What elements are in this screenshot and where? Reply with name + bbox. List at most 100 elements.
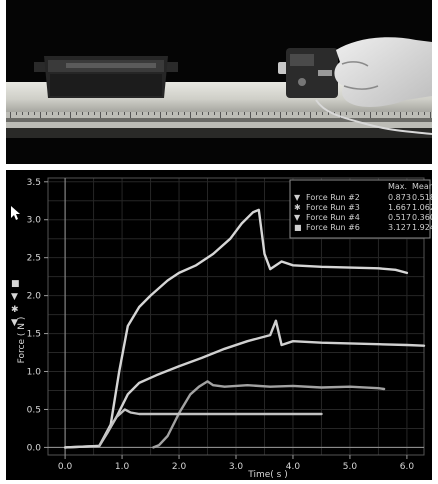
data-point <box>206 380 209 383</box>
ruler-tick <box>172 112 173 115</box>
x-tick-label: 4.0 <box>286 462 301 472</box>
y-tick-label: 3.5 <box>27 178 41 188</box>
data-point <box>292 385 294 387</box>
legend-max-value: 3.127 <box>388 223 411 232</box>
track-ruler <box>10 112 431 118</box>
ruler-tick <box>406 112 407 115</box>
legend-mean-value: 1.062 <box>412 203 432 212</box>
ruler-tick <box>202 112 203 115</box>
ruler-tick <box>118 112 119 115</box>
ruler-tick <box>412 112 413 115</box>
legend-series-name[interactable]: Force Run #3 <box>306 203 360 212</box>
legend-mean-value: 1.924 <box>412 223 432 232</box>
ruler-tick <box>262 112 263 115</box>
ruler-tick <box>322 112 323 115</box>
data-point <box>138 306 141 308</box>
ruler-tick <box>358 112 359 115</box>
data-point <box>189 393 192 396</box>
ruler-tick <box>22 112 23 115</box>
legend-mean-value: 0.518 <box>412 193 432 202</box>
data-point <box>292 413 294 415</box>
data-point <box>212 384 215 387</box>
data-point <box>269 334 272 336</box>
side-marker-icon: ▼ <box>11 318 18 328</box>
data-point <box>383 388 386 390</box>
data-point <box>138 382 141 384</box>
ruler-tick <box>34 112 35 115</box>
legend-series-name[interactable]: Force Run #6 <box>306 223 360 232</box>
data-point <box>320 341 323 344</box>
legend-series-name[interactable]: Force Run #4 <box>306 213 360 222</box>
ruler-tick <box>256 112 257 115</box>
data-point <box>152 446 155 449</box>
ruler-tick <box>184 112 185 115</box>
data-point <box>235 413 237 415</box>
legend-marker-icon: ■ <box>294 223 302 232</box>
data-point <box>178 413 180 415</box>
ruler-tick <box>370 112 371 118</box>
legend-max-value: 0.517 <box>388 213 411 222</box>
force-sensor <box>278 48 338 98</box>
legend-header: Max. <box>388 182 407 191</box>
data-point <box>349 342 351 345</box>
hand <box>334 37 432 107</box>
series-marker-stack: ▼ ✱ ▼ ■ <box>11 279 20 328</box>
grid <box>48 178 424 455</box>
data-point <box>166 435 169 437</box>
ruler-tick <box>232 112 233 115</box>
data-point <box>200 356 203 359</box>
y-tick-label: 2.5 <box>27 254 41 264</box>
ruler-tick <box>112 112 113 115</box>
data-point <box>166 279 169 282</box>
data-point <box>349 385 351 388</box>
dynamics-cart <box>34 56 178 98</box>
side-marker-icon: ✱ <box>11 305 19 315</box>
data-point <box>320 386 323 389</box>
data-point <box>126 393 129 396</box>
data-point <box>64 446 66 449</box>
ruler-tick <box>280 112 281 118</box>
legend-marker-icon: ▼ <box>294 213 301 222</box>
data-point <box>246 384 249 387</box>
ruler-tick <box>316 112 317 115</box>
data-point <box>149 413 152 415</box>
data-point <box>223 385 226 388</box>
ruler-tick <box>328 112 329 115</box>
legend-marker-icon: ✱ <box>294 203 301 212</box>
series-layer <box>63 208 426 449</box>
data-point <box>292 340 294 343</box>
legend-header: Mean <box>412 182 432 191</box>
chart-canvas: 0.0 1.0 2.0 3.0 4.0 5.0 6.0 0.0 0.5 1.0 1.5 2.0 2.5 3… <box>11 177 432 480</box>
ruler-tick <box>298 112 299 115</box>
ruler-tick <box>274 112 275 115</box>
legend-series-name[interactable]: Force Run #2 <box>306 193 360 202</box>
series-line-force-run-4 <box>98 408 323 448</box>
ruler-tick <box>94 112 95 115</box>
ruler-tick <box>130 112 131 118</box>
ruler-tick <box>82 112 83 115</box>
experiment-photo-graphic <box>6 37 432 138</box>
x-tick-label: 1.0 <box>115 462 130 472</box>
x-tick-label: 6.0 <box>400 462 415 472</box>
legend-mean-value: 0.360 <box>412 213 432 222</box>
y-tick-label: 0.0 <box>27 443 42 453</box>
data-point <box>158 444 160 447</box>
data-point <box>394 268 397 271</box>
ruler-tick <box>178 112 179 115</box>
data-point <box>206 413 209 415</box>
data-point <box>149 294 152 297</box>
ruler-tick <box>286 112 287 115</box>
ruler-tick <box>154 112 155 115</box>
data-point <box>406 271 408 274</box>
data-point <box>118 370 121 373</box>
data-point <box>320 265 323 268</box>
data-point <box>423 344 425 347</box>
ruler-tick <box>310 112 311 118</box>
y-tick-label: 1.0 <box>27 368 42 378</box>
ruler-tick <box>388 112 389 115</box>
ruler-tick <box>340 112 341 118</box>
ruler-tick <box>58 112 59 115</box>
legend-max-value: 0.873 <box>388 193 411 202</box>
x-tick-label: 0.0 <box>58 462 73 472</box>
data-point <box>198 385 200 388</box>
